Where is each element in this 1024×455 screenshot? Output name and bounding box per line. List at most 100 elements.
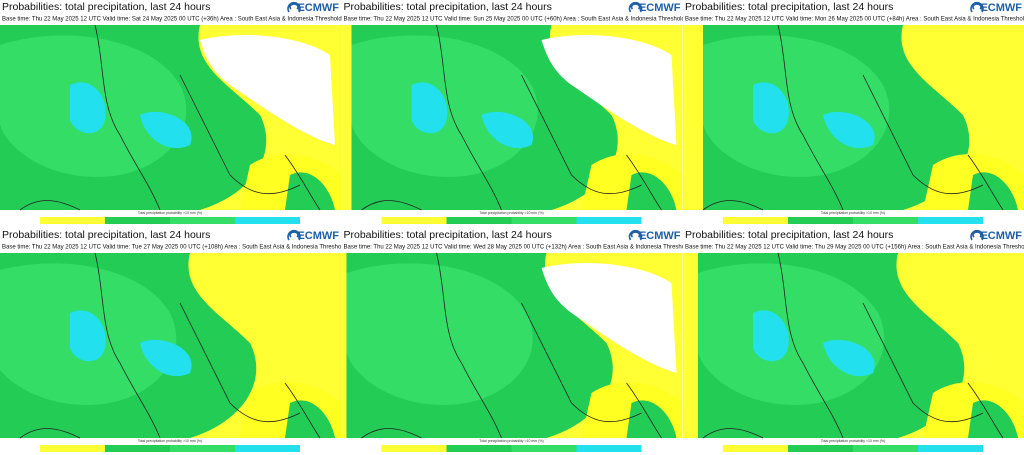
coastline: [19, 154, 321, 211]
logo: ECMWF: [297, 2, 339, 14]
legend-swatch: [511, 217, 577, 224]
precip-area: [541, 263, 677, 373]
logo-icon: [287, 1, 301, 13]
map-panel: Probabilities: total precipitation, last…: [341, 0, 701, 227]
coastline: [361, 382, 662, 439]
panel-title: Probabilities: total precipitation, last…: [2, 229, 210, 241]
legend-swatch: [105, 217, 170, 224]
precip-area: [626, 400, 677, 438]
legend-swatch: [105, 445, 170, 452]
legend-swatch: [723, 217, 788, 224]
precip-area: [140, 111, 192, 149]
precip-area: [753, 310, 789, 362]
precip-area: [285, 400, 335, 438]
coastline: [777, 252, 984, 439]
precip-area: [140, 339, 192, 377]
legend-swatch: [511, 445, 577, 452]
legend: Total precipitation probability >10 mm (…: [40, 439, 300, 452]
legend: Total precipitation probability >10 mm (…: [381, 211, 642, 224]
coastline: [436, 24, 642, 211]
precip-area: [823, 339, 875, 377]
coastline: [361, 154, 662, 211]
panel-subtitle: Base time: Thu 22 May 2025 12 UTC Valid …: [2, 245, 362, 251]
logo: ECMWF: [639, 2, 681, 14]
precip-area: [968, 172, 1018, 210]
precip-area: [285, 172, 335, 210]
coastline: [702, 382, 1004, 439]
logo: ECMWF: [980, 2, 1022, 14]
legend-swatch: [918, 445, 983, 452]
logo: ECMWF: [980, 230, 1022, 242]
logo-icon: [287, 229, 301, 241]
legend-swatch: [918, 217, 983, 224]
panel-subtitle: Base time: Thu 22 May 2025 12 UTC Valid …: [685, 245, 1024, 251]
legend-swatch: [170, 445, 235, 452]
panel-subtitle: Base time: Thu 22 May 2025 12 UTC Valid …: [344, 17, 701, 23]
panel-title: Probabilities: total precipitation, last…: [685, 229, 893, 241]
precip-area: [200, 35, 335, 145]
precip-area: [70, 82, 106, 134]
map-panel: Probabilities: total precipitation, last…: [0, 228, 362, 455]
panel-subtitle: Base time: Thu 22 May 2025 12 UTC Valid …: [2, 17, 358, 23]
panel-title: Probabilities: total precipitation, last…: [344, 229, 552, 241]
map: [683, 24, 1024, 211]
coastline: [94, 252, 301, 439]
panel-title: Probabilities: total precipitation, last…: [2, 1, 210, 13]
legend-swatch: [170, 217, 235, 224]
coastline: [436, 252, 642, 439]
legend-swatch: [788, 217, 853, 224]
map: [341, 24, 683, 211]
precip-area: [626, 172, 677, 210]
legend-swatch: [235, 445, 300, 452]
map-panel: Probabilities: total precipitation, last…: [341, 228, 706, 455]
logo-icon: [970, 229, 984, 241]
precip-area: [968, 400, 1018, 438]
legend-swatch: [853, 445, 918, 452]
map: [0, 252, 341, 439]
coastline: [777, 24, 984, 211]
legend-swatch: [576, 445, 642, 452]
map-panel: Probabilities: total precipitation, last…: [683, 228, 1024, 455]
legend-title: Total precipitation probability >10 mm (…: [479, 439, 543, 443]
map-panel: Probabilities: total precipitation, last…: [683, 0, 1024, 227]
legend-title: Total precipitation probability >10 mm (…: [479, 211, 543, 215]
legend: Total precipitation probability >10 mm (…: [723, 439, 983, 452]
legend-swatch: [381, 217, 447, 224]
panel-subtitle: Base time: Thu 22 May 2025 12 UTC Valid …: [685, 17, 1024, 23]
coastline: [94, 24, 301, 211]
precip-area: [481, 111, 534, 149]
precip-area: [753, 82, 789, 134]
panel-subtitle: Base time: Thu 22 May 2025 12 UTC Valid …: [344, 245, 706, 251]
legend-swatch: [723, 445, 788, 452]
map: [0, 24, 341, 211]
precip-area: [823, 111, 875, 149]
map-panel: Probabilities: total precipitation, last…: [0, 0, 358, 227]
precip-area: [70, 310, 106, 362]
legend-swatch: [446, 445, 512, 452]
coastline: [702, 154, 1004, 211]
legend-title: Total precipitation probability >10 mm (…: [138, 439, 202, 443]
precip-area: [541, 35, 677, 145]
logo-icon: [970, 1, 984, 13]
legend-swatch: [853, 217, 918, 224]
logo: ECMWF: [639, 230, 681, 242]
coastline: [19, 382, 321, 439]
legend-swatch: [788, 445, 853, 452]
legend-swatch: [446, 217, 512, 224]
logo: ECMWF: [297, 230, 339, 242]
legend-title: Total precipitation probability >10 mm (…: [821, 439, 885, 443]
precip-area: [346, 263, 533, 405]
legend-title: Total precipitation probability >10 mm (…: [138, 211, 202, 215]
legend-title: Total precipitation probability >10 mm (…: [821, 211, 885, 215]
logo-icon: [628, 229, 643, 241]
legend-swatch: [381, 445, 447, 452]
legend: Total precipitation probability >10 mm (…: [723, 211, 983, 224]
panel-title: Probabilities: total precipitation, last…: [344, 1, 552, 13]
legend-swatch: [40, 445, 105, 452]
precip-area: [411, 82, 448, 134]
panel-title: Probabilities: total precipitation, last…: [685, 1, 893, 13]
logo-icon: [628, 1, 643, 13]
legend: Total precipitation probability >10 mm (…: [381, 439, 642, 452]
map: [341, 252, 683, 439]
